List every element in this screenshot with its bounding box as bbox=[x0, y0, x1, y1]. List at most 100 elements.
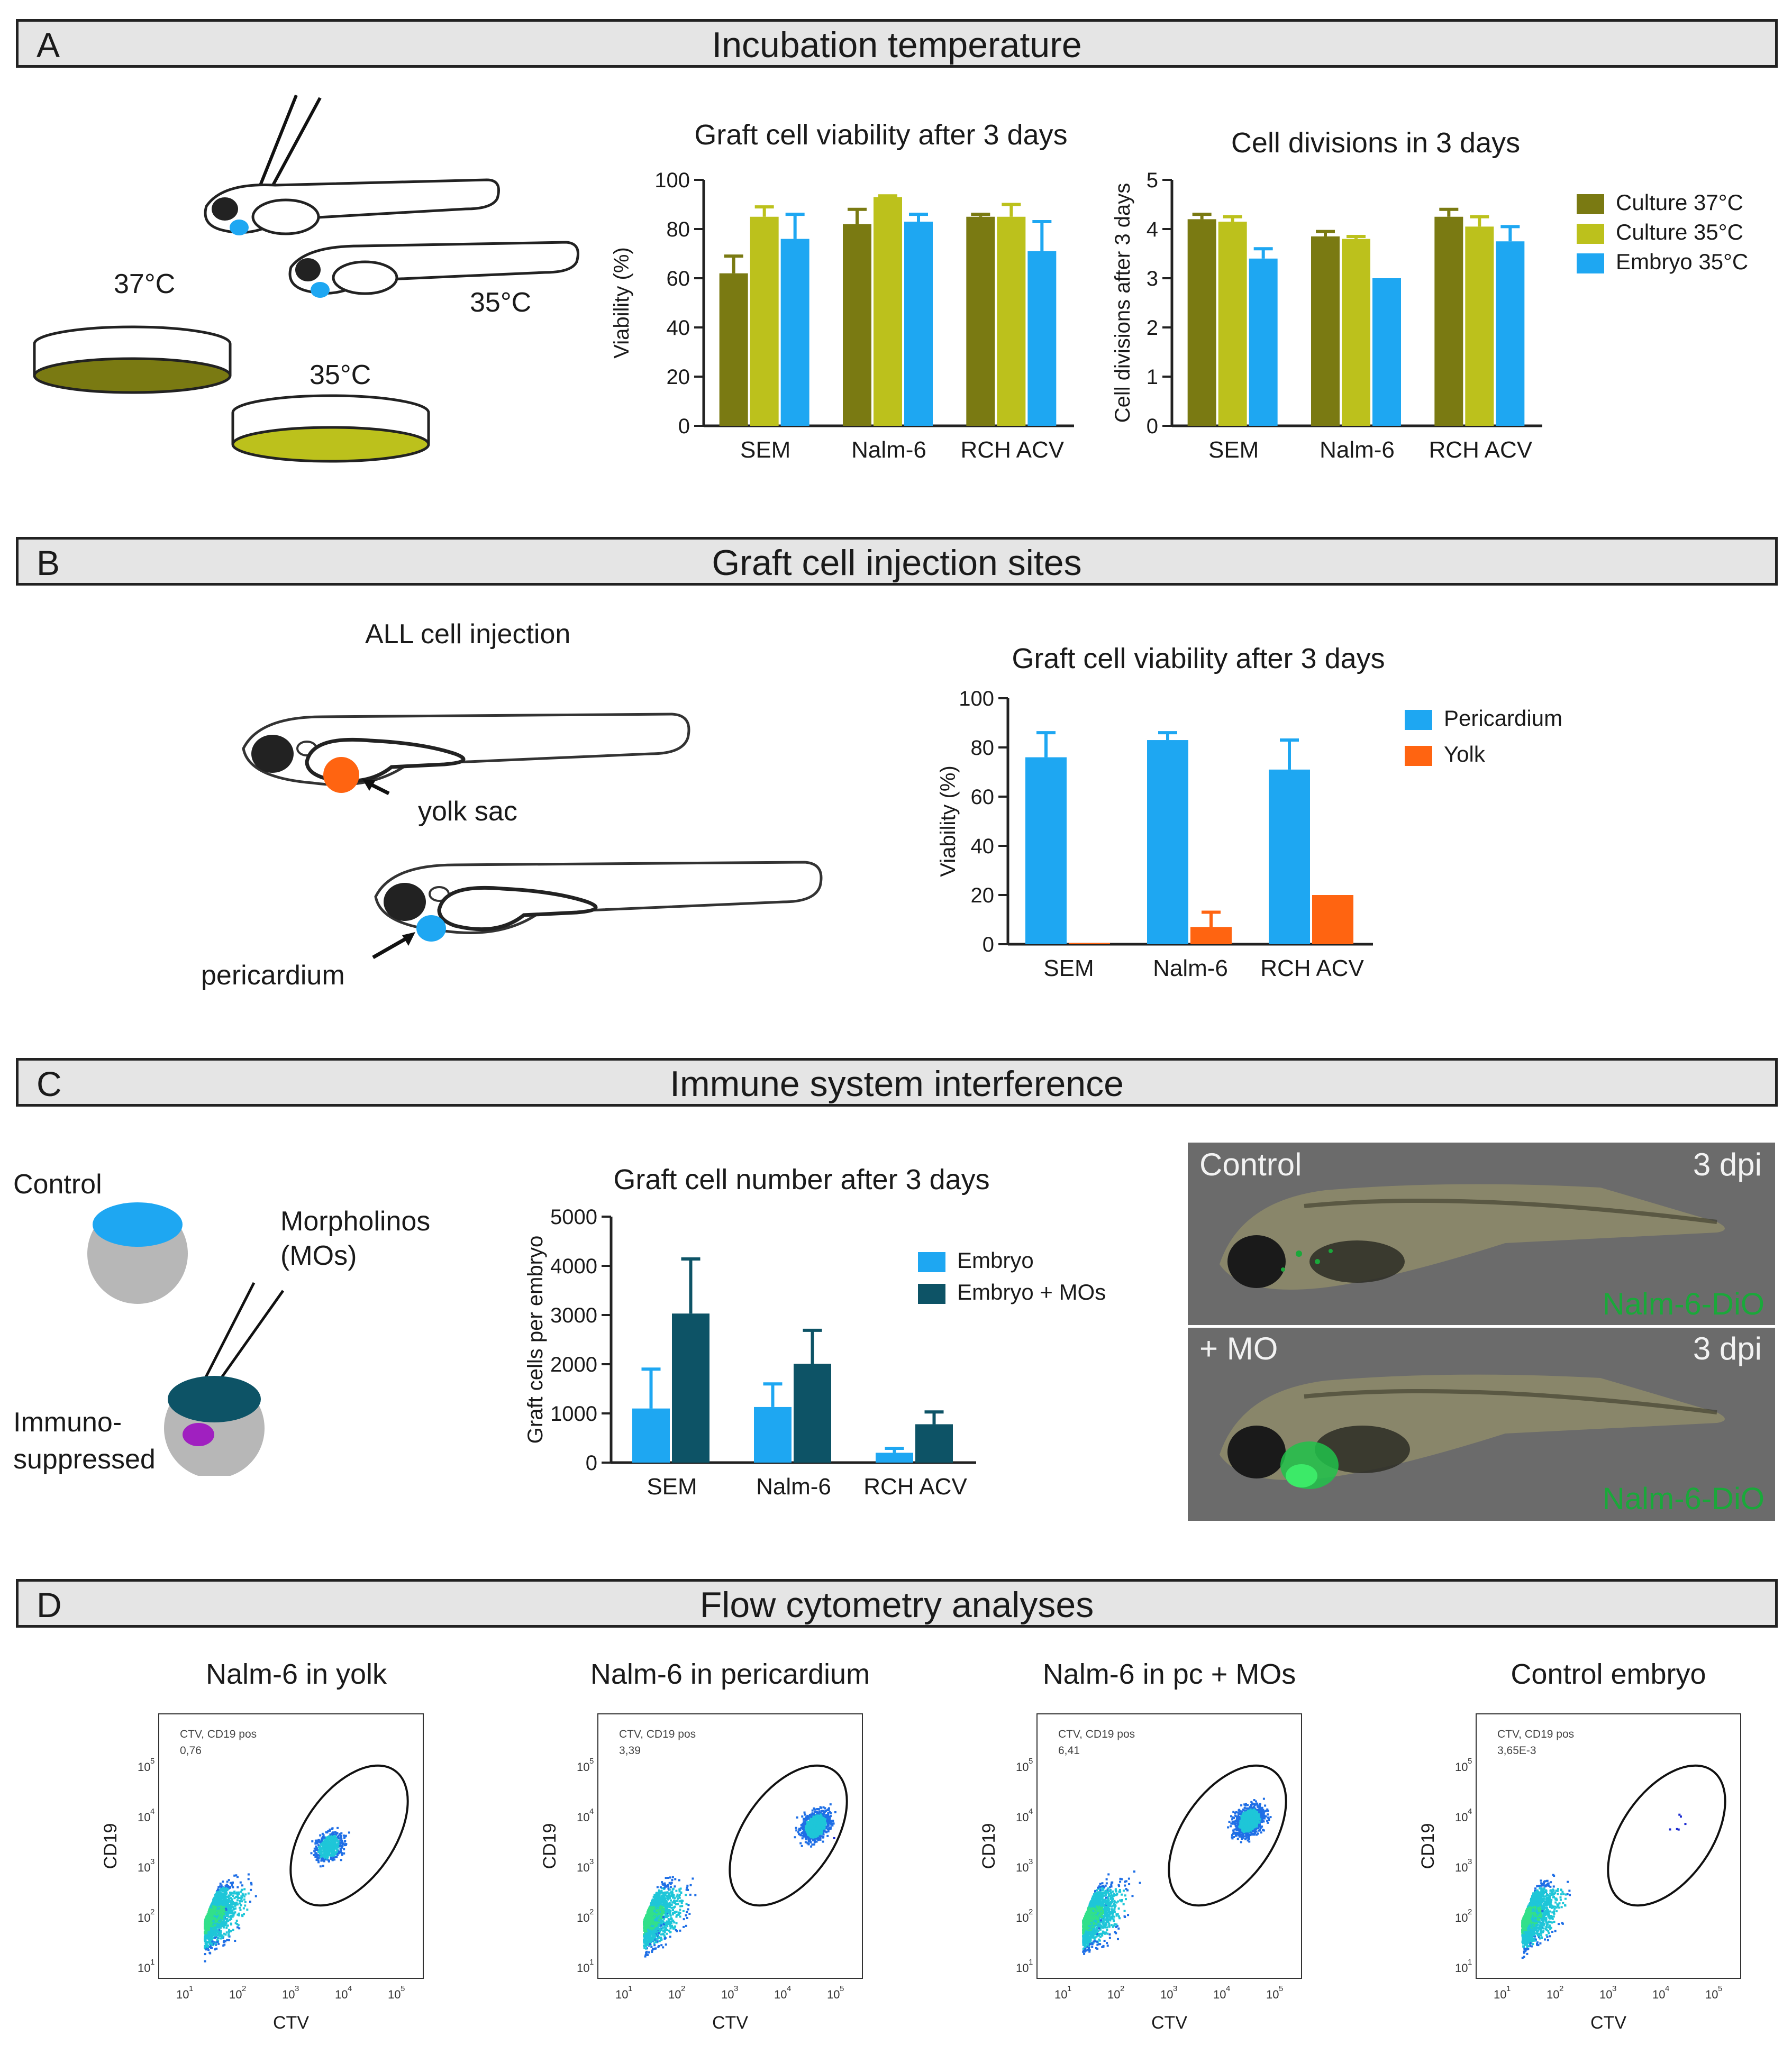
event-dot bbox=[204, 1940, 206, 1942]
event-dot bbox=[334, 1845, 337, 1848]
event-dot bbox=[651, 1930, 653, 1933]
event-dot bbox=[661, 1917, 663, 1920]
event-dot bbox=[236, 1876, 239, 1878]
event-dot bbox=[328, 1851, 330, 1854]
event-dot bbox=[241, 1915, 244, 1918]
event-dot bbox=[321, 1832, 324, 1835]
event-dot bbox=[657, 1917, 660, 1920]
event-dot bbox=[657, 1931, 659, 1933]
event-dot bbox=[663, 1894, 666, 1897]
event-dot bbox=[672, 1900, 675, 1902]
event-dot bbox=[204, 1953, 206, 1956]
x-tick-label: SEM bbox=[1208, 437, 1259, 463]
event-dot bbox=[662, 1923, 665, 1925]
x-tick-label: RCH ACV bbox=[961, 437, 1065, 463]
event-dot bbox=[217, 1942, 220, 1945]
y-axis-label: Viability (%) bbox=[610, 247, 633, 358]
event-dot bbox=[679, 1909, 681, 1911]
event-dot bbox=[222, 1945, 225, 1947]
x-tick-label: 10 bbox=[335, 1988, 348, 2001]
event-dot bbox=[220, 1919, 222, 1921]
event-dot bbox=[680, 1902, 683, 1904]
event-dot bbox=[805, 1826, 807, 1829]
event-dot bbox=[683, 1925, 685, 1928]
event-dot bbox=[665, 1943, 667, 1946]
event-dot bbox=[666, 1904, 669, 1906]
event-dot bbox=[314, 1856, 317, 1858]
event-dot bbox=[801, 1824, 803, 1827]
event-dot bbox=[213, 1929, 216, 1932]
event-dot bbox=[643, 1937, 646, 1940]
chart-a2-title: Cell divisions in 3 days bbox=[1231, 127, 1521, 159]
event-dot bbox=[210, 1906, 213, 1909]
event-dot bbox=[234, 1922, 237, 1924]
temp-35-dish-label: 35°C bbox=[310, 360, 371, 390]
event-dot bbox=[315, 1849, 317, 1851]
y-tick-label: 2 bbox=[1147, 316, 1158, 340]
event-dot bbox=[669, 1886, 672, 1888]
event-dot bbox=[652, 1948, 654, 1950]
event-dot bbox=[658, 1904, 660, 1907]
event-dot bbox=[675, 1889, 678, 1892]
event-dot bbox=[224, 1900, 227, 1902]
event-dot bbox=[332, 1856, 335, 1859]
event-dot bbox=[228, 1934, 230, 1937]
y-tick-label: 3 bbox=[1147, 267, 1158, 290]
gate-ellipse bbox=[289, 1764, 409, 1907]
event-dot bbox=[333, 1845, 336, 1848]
event-dot bbox=[678, 1879, 680, 1882]
y-tick-exp: 5 bbox=[150, 1757, 154, 1766]
event-dot bbox=[666, 1925, 669, 1928]
event-dot bbox=[223, 1902, 225, 1904]
x-tick-exp: 1 bbox=[628, 1984, 632, 1993]
event-dot bbox=[666, 1910, 669, 1913]
event-dot bbox=[323, 1858, 326, 1861]
event-dot bbox=[645, 1925, 648, 1928]
event-dot bbox=[663, 1929, 666, 1932]
event-dot bbox=[648, 1919, 651, 1921]
event-dot bbox=[218, 1931, 221, 1933]
y-tick-label: 10 bbox=[138, 1911, 150, 1924]
event-dot bbox=[659, 1901, 662, 1904]
event-dot bbox=[336, 1849, 339, 1851]
event-dot bbox=[824, 1818, 826, 1821]
event-dot bbox=[242, 1907, 245, 1910]
event-dot bbox=[330, 1850, 333, 1853]
event-dot bbox=[246, 1909, 249, 1911]
event-dot bbox=[647, 1942, 649, 1945]
event-dot bbox=[226, 1907, 229, 1910]
event-dot bbox=[230, 1916, 232, 1919]
event-dot bbox=[649, 1931, 651, 1933]
event-dot bbox=[209, 1931, 212, 1933]
x-tick-label: SEM bbox=[647, 1474, 697, 1500]
event-dot bbox=[648, 1915, 650, 1918]
event-dot bbox=[645, 1924, 648, 1927]
event-dot bbox=[645, 1930, 648, 1932]
event-dot bbox=[326, 1849, 329, 1851]
event-dot bbox=[654, 1923, 657, 1925]
event-dot bbox=[247, 1873, 250, 1876]
event-dot bbox=[664, 1905, 667, 1908]
x-tick-label: Nalm-6 bbox=[1153, 955, 1228, 981]
event-dot bbox=[333, 1853, 336, 1856]
event-dot bbox=[205, 1920, 208, 1922]
event-dot bbox=[319, 1834, 322, 1837]
event-dot bbox=[667, 1922, 669, 1925]
event-dot bbox=[644, 1947, 647, 1950]
bar bbox=[1342, 239, 1370, 426]
legend-item-culture35: Culture 35°C bbox=[1577, 220, 1743, 244]
event-dot bbox=[224, 1922, 226, 1925]
event-dot bbox=[829, 1819, 831, 1821]
event-dot bbox=[645, 1952, 648, 1955]
event-dot bbox=[214, 1913, 216, 1915]
event-dot bbox=[650, 1937, 653, 1940]
event-dot bbox=[329, 1842, 331, 1845]
event-dot bbox=[805, 1824, 807, 1827]
event-dot bbox=[681, 1905, 684, 1907]
panel-c-letter: C bbox=[37, 1064, 62, 1103]
event-dot bbox=[795, 1829, 798, 1832]
event-dot bbox=[671, 1891, 674, 1893]
event-dot bbox=[828, 1828, 831, 1830]
event-dot bbox=[213, 1914, 216, 1917]
